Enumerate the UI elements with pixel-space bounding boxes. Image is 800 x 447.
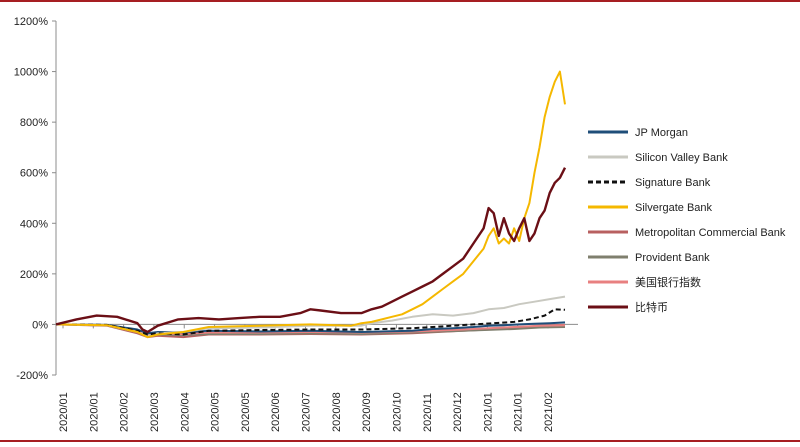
- legend-label: JP Morgan: [635, 127, 688, 139]
- x-tick-label: 2021/01: [513, 392, 525, 432]
- x-tick-label: 2021/01: [482, 392, 494, 432]
- legend: JP Morgan Silicon Valley Bank Signature Ba…: [588, 127, 786, 314]
- series-line-8: [55, 167, 567, 334]
- x-tick-label: 2020/10: [391, 392, 403, 432]
- y-tick-label: -200%: [16, 370, 48, 382]
- y-tick-label: 1200%: [14, 16, 48, 28]
- x-tick-label: 2020/08: [331, 392, 343, 432]
- x-tick-label: 2020/05: [240, 392, 252, 432]
- y-tick-label: 800%: [20, 117, 48, 129]
- series-line-1: [55, 321, 566, 335]
- x-tick-label: 2021/02: [543, 392, 555, 432]
- x-tick-label: 2020/09: [361, 392, 373, 432]
- legend-label: Silicon Valley Bank: [635, 152, 728, 164]
- x-tick-label: 2020/11: [422, 393, 434, 432]
- x-tick-label: 2020/05: [210, 392, 222, 432]
- series-layer: [55, 70, 567, 339]
- y-tick-label: 200%: [20, 269, 48, 281]
- series-line-3: [55, 308, 566, 336]
- x-tick-label: 2020/02: [119, 392, 131, 432]
- legend-label: Metropolitan Commercial Bank: [635, 227, 786, 239]
- x-axis: 2020/01 2020/01 2020/02 2020/03 2020/04 2020/…: [56, 323, 578, 432]
- x-tick-label: 2020/03: [149, 392, 161, 432]
- legend-label: 美国银行指数: [635, 275, 701, 289]
- y-tick-label: 1000%: [14, 67, 48, 79]
- legend-label: Silvergate Bank: [635, 202, 713, 214]
- y-axis: -200% 0% 200% 400% 600% 800% 1000% 1200%: [14, 16, 57, 382]
- x-tick-label: 2020/04: [179, 392, 191, 432]
- series-line-4: [55, 70, 566, 339]
- y-tick-label: 400%: [20, 218, 48, 230]
- x-tick-label: 2020/01: [58, 392, 70, 432]
- x-tick-label: 2020/07: [301, 392, 313, 432]
- x-tick-label: 2020/01: [88, 392, 100, 432]
- y-tick-label: 0%: [32, 319, 48, 331]
- legend-label: Provident Bank: [635, 252, 710, 264]
- y-tick-label: 600%: [20, 168, 48, 180]
- x-tick-label: 2020/12: [452, 392, 464, 432]
- bottom-border: [0, 440, 800, 442]
- legend-label: Signature Bank: [635, 177, 711, 189]
- legend-label: 比特币: [635, 300, 668, 314]
- x-tick-label: 2020/06: [270, 392, 282, 432]
- top-border: [0, 0, 800, 2]
